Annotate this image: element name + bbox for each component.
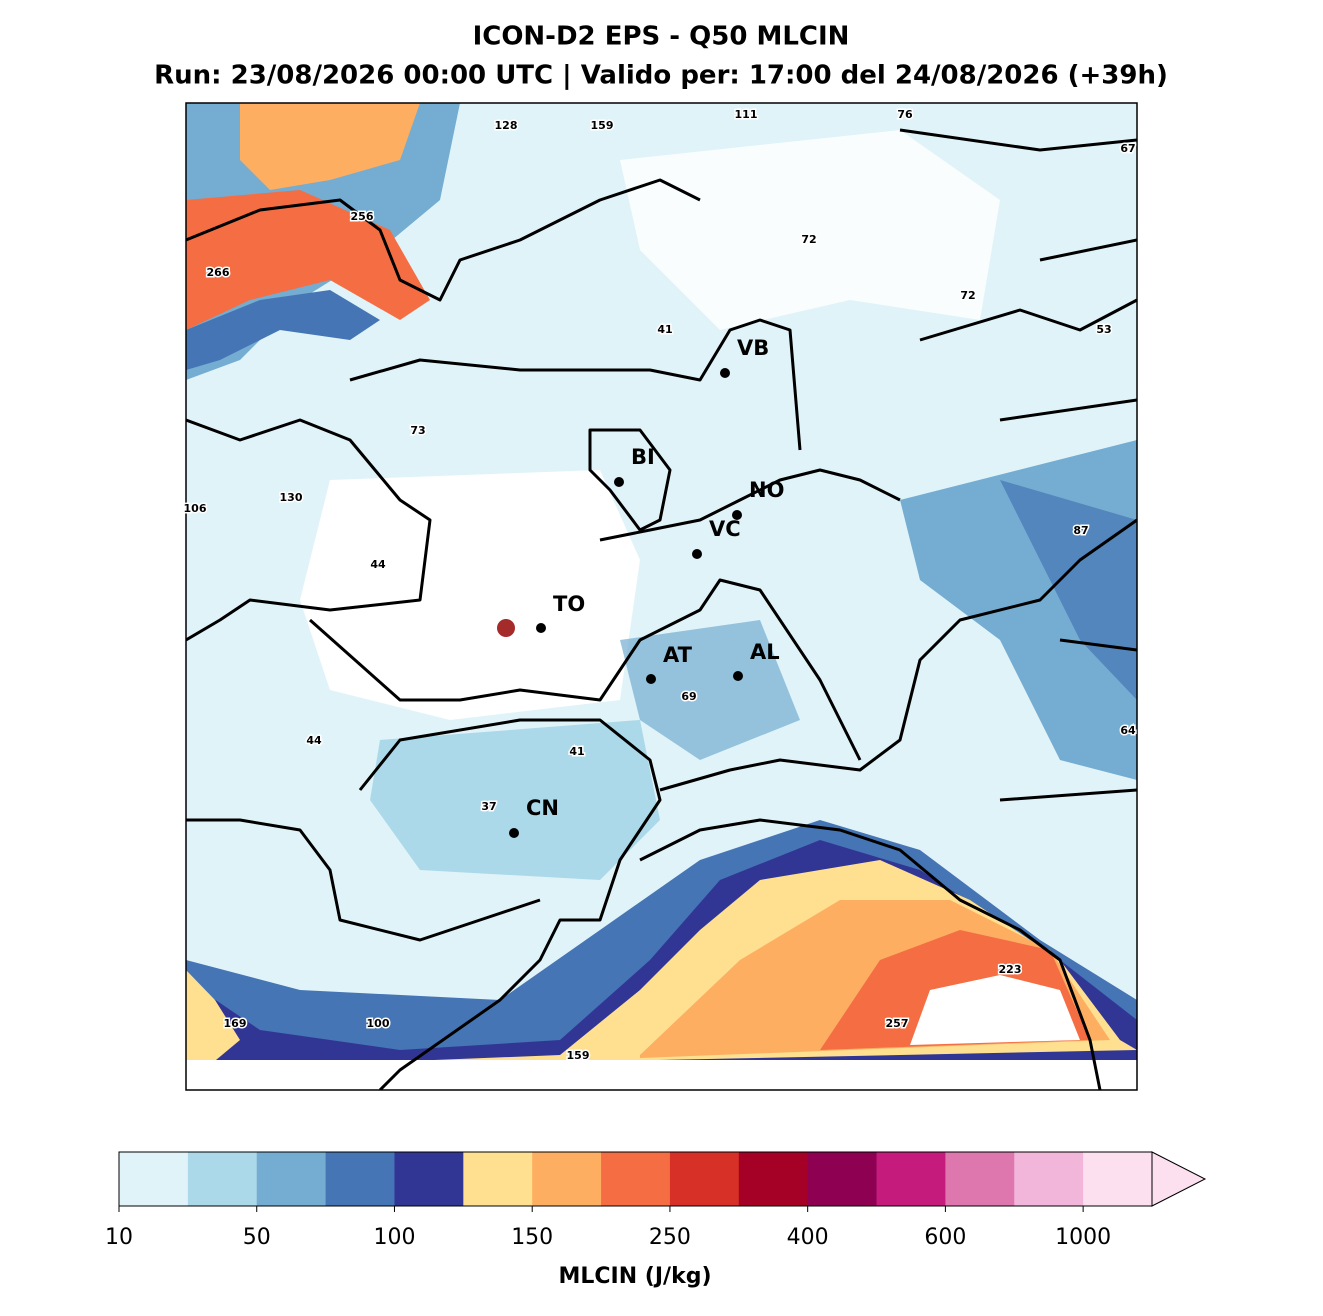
city-label: NO — [749, 478, 784, 502]
colorbar-swatch — [1014, 1152, 1084, 1206]
city-label: BI — [631, 445, 655, 469]
map-value-label: 223 — [999, 963, 1022, 976]
map-value-label: 106 — [184, 502, 207, 515]
map-value-label: 53 — [1096, 323, 1111, 336]
map-value-label: 87 — [1073, 524, 1088, 537]
colorbar-swatch — [601, 1152, 671, 1206]
location-marker — [497, 619, 515, 637]
colorbar-swatch — [463, 1152, 533, 1206]
city-label: TO — [553, 592, 585, 616]
city-dot — [509, 828, 519, 838]
colorbar-label: MLCIN (J/kg) — [558, 1264, 711, 1289]
colorbar-swatch — [532, 1152, 602, 1206]
map-value-label: 41 — [657, 323, 672, 336]
colorbar-extension — [1151, 1151, 1207, 1207]
map-field — [186, 103, 1137, 1090]
colorbar-swatch — [738, 1152, 809, 1206]
colorbar-tick-label: 10 — [105, 1225, 133, 1250]
city-label: AT — [663, 643, 693, 667]
map-value-label: 111 — [735, 108, 758, 121]
map-value-label: 128 — [495, 119, 518, 132]
colorbar-swatch — [325, 1152, 395, 1206]
map-value-label: 169 — [224, 1017, 247, 1030]
colorbar-swatch — [394, 1152, 464, 1206]
map-value-label: 41 — [569, 745, 584, 758]
city-dot — [733, 671, 743, 681]
city-dot — [720, 368, 730, 378]
city-dot — [614, 477, 624, 487]
subtitle: Run: 23/08/2026 00:00 UTC | Valido per: … — [154, 61, 1168, 91]
colorbar-tick-label: 1000 — [1055, 1225, 1111, 1250]
map-value-label: 159 — [567, 1049, 590, 1062]
map-value-label: 44 — [306, 734, 322, 747]
colorbar-tick-label: 600 — [924, 1225, 966, 1250]
colorbar-swatch — [945, 1152, 1015, 1206]
map-value-label: 72 — [960, 289, 975, 302]
colorbar-swatch — [119, 1152, 189, 1206]
map-value-label: 67 — [1120, 142, 1135, 155]
city-label: AL — [750, 640, 780, 664]
map-value-label: 73 — [410, 424, 425, 437]
colorbar-swatch — [187, 1152, 258, 1206]
city-dot — [692, 549, 702, 559]
map-value-label: 69 — [681, 690, 696, 703]
map-value-label: 76 — [897, 108, 913, 121]
colorbar-tick-label: 100 — [373, 1225, 415, 1250]
map-value-label: 159 — [591, 119, 614, 132]
colorbar-swatch — [256, 1152, 327, 1206]
city-label: VB — [737, 336, 769, 360]
colorbar-swatch — [1083, 1152, 1153, 1206]
map-value-label: 64 — [1120, 724, 1136, 737]
map-value-label: 256 — [351, 210, 374, 223]
map-value-label: 130 — [280, 491, 303, 504]
map-frame — [185, 102, 1138, 1091]
colorbar-tick-label: 50 — [243, 1225, 271, 1250]
colorbar-outline — [118, 1151, 1152, 1207]
map-value-label: 257 — [886, 1017, 909, 1030]
map-value-label: 44 — [370, 558, 386, 571]
city-dot — [732, 510, 742, 520]
map-value-label: 72 — [801, 233, 816, 246]
colorbar-swatch — [876, 1152, 946, 1206]
colorbar-swatch — [807, 1152, 878, 1206]
city-label: CN — [526, 796, 559, 820]
city-dot — [646, 674, 656, 684]
colorbar-tick-label: 400 — [787, 1225, 829, 1250]
colorbar-tick-label: 150 — [511, 1225, 553, 1250]
colorbar-swatch — [669, 1152, 740, 1206]
map-value-label: 266 — [207, 266, 230, 279]
title: ICON-D2 EPS - Q50 MLCIN — [473, 22, 850, 52]
map-value-label: 100 — [367, 1017, 390, 1030]
city-label: VC — [709, 517, 741, 541]
colorbar-tick-label: 250 — [649, 1225, 691, 1250]
map-value-label: 37 — [481, 800, 496, 813]
city-dot — [536, 623, 546, 633]
